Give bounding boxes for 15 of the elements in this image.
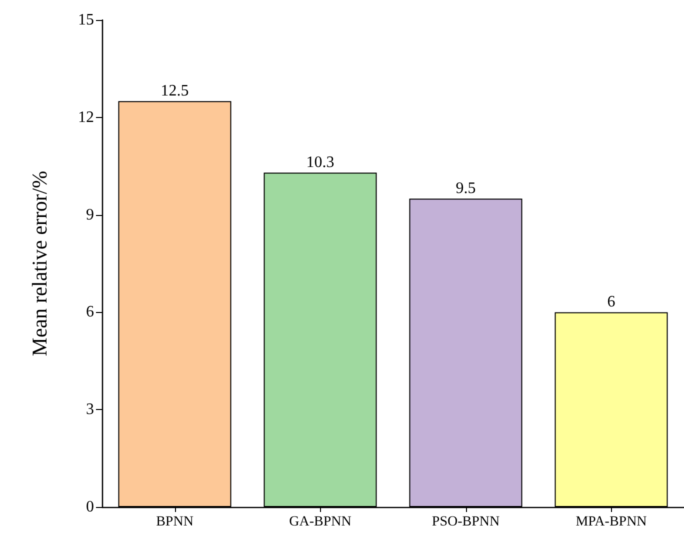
y-tick-label: 6 (86, 304, 94, 321)
data-label: 6 (607, 294, 616, 311)
data-label: 9.5 (456, 180, 476, 198)
data-label: 12.5 (160, 82, 189, 100)
x-tick-label: MPA-BPNN (576, 514, 647, 530)
data-label: 10.3 (306, 154, 334, 172)
y-tick-label: 0 (86, 498, 94, 516)
x-tick-label: BPNN (156, 514, 194, 530)
y-tick-label: 12 (78, 108, 94, 126)
x-tick-label: GA-BPNN (289, 514, 352, 530)
y-tick-label: 9 (86, 206, 94, 224)
y-tick-label: 15 (78, 12, 94, 28)
x-tick-label: PSO-BPNN (432, 514, 500, 530)
y-axis-title: Mean relative error/% (28, 170, 52, 356)
y-tick-label: 3 (86, 401, 94, 418)
